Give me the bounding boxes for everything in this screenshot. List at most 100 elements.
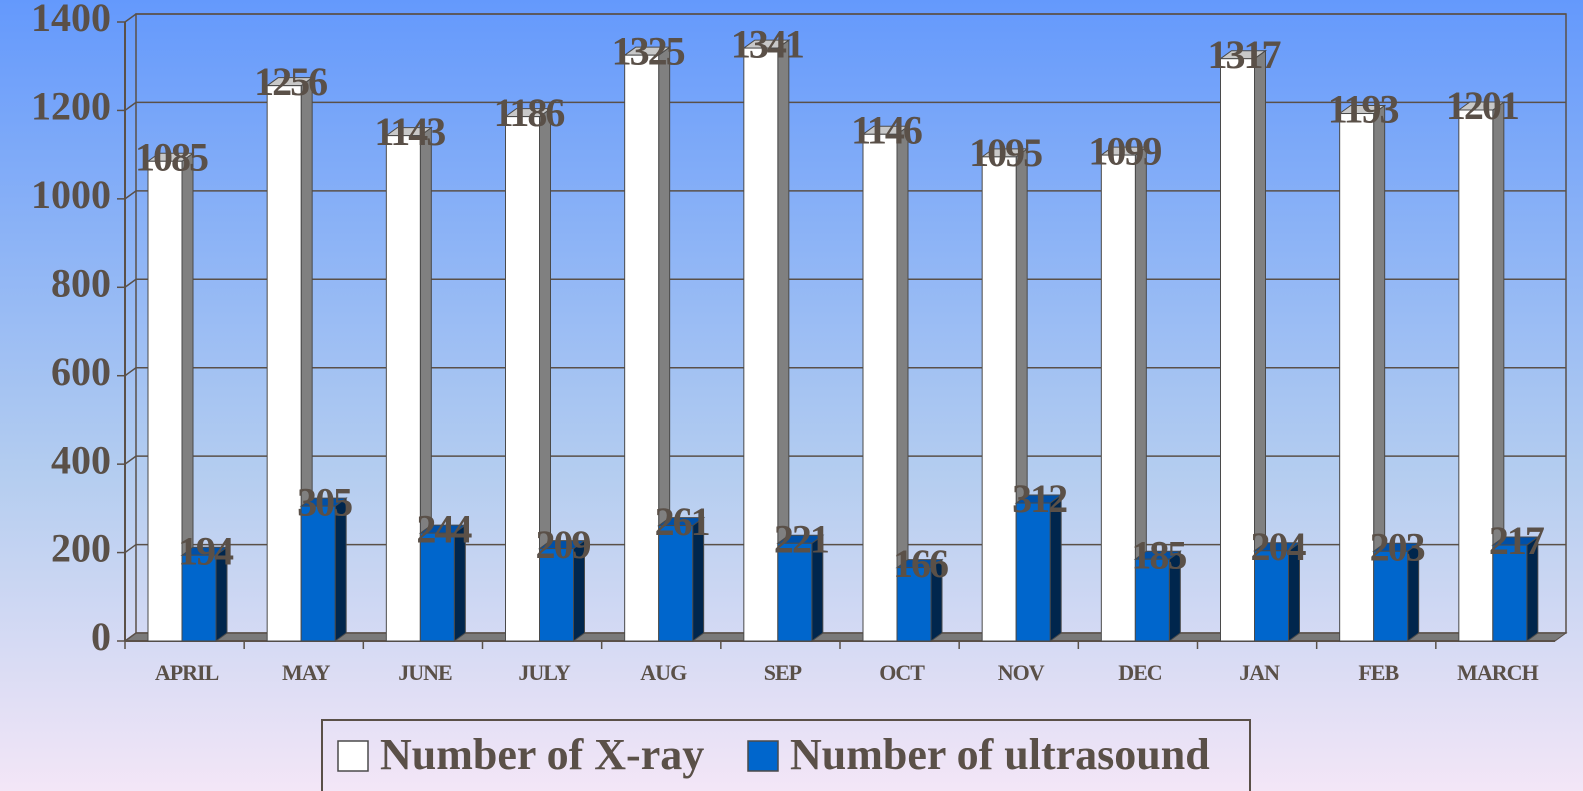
x-tick-label: JAN	[1239, 660, 1280, 685]
bar	[623, 46, 672, 642]
bar-front	[1339, 113, 1375, 642]
x-tick-label: DEC	[1118, 660, 1162, 685]
bar	[1099, 146, 1148, 642]
bar	[299, 497, 348, 642]
y-tick-label: 600	[51, 349, 111, 394]
y-tick-label: 800	[51, 260, 111, 305]
y-tick-label: 400	[51, 437, 111, 482]
data-label: 1325	[612, 28, 685, 73]
bar-front	[862, 133, 898, 642]
data-label: 194	[178, 528, 234, 573]
bar-front	[385, 135, 421, 642]
bar	[146, 152, 195, 642]
data-label: 1085	[135, 134, 208, 179]
data-label: 1193	[1328, 87, 1399, 132]
data-label: 1146	[851, 107, 922, 152]
bar	[1338, 104, 1387, 642]
grid-line	[124, 190, 1566, 200]
bar-front	[1373, 550, 1409, 642]
data-label: 1143	[374, 109, 445, 154]
bar	[1014, 494, 1063, 642]
bar-front	[300, 505, 336, 642]
data-label: 1186	[494, 90, 565, 135]
bar-front	[505, 116, 540, 642]
y-tick-label: 200	[51, 526, 111, 571]
x-tick-label: JULY	[518, 660, 571, 685]
bar	[742, 39, 791, 642]
bar	[1133, 550, 1182, 642]
grid-line	[124, 101, 1566, 112]
y-tick-label: 1200	[31, 84, 111, 129]
bar-front	[777, 542, 813, 642]
x-tick-label: OCT	[879, 660, 925, 685]
bar-front	[1492, 544, 1528, 642]
bar	[1252, 541, 1302, 642]
data-label: 217	[1489, 518, 1545, 563]
data-label: 1201	[1446, 83, 1518, 128]
bar	[1457, 101, 1506, 642]
legend-label: Number of ultrasound	[790, 730, 1210, 779]
bar	[1218, 49, 1268, 642]
data-label: 305	[297, 479, 352, 524]
bar-front	[658, 525, 694, 642]
bar	[1491, 536, 1540, 642]
bar-front	[743, 47, 779, 642]
bar-front	[266, 85, 302, 642]
bar	[657, 516, 706, 642]
x-tick-label: FEB	[1358, 660, 1399, 685]
data-label: 204	[1251, 524, 1307, 569]
x-tick-label: MARCH	[1457, 660, 1538, 685]
legend-box	[321, 719, 1251, 791]
data-label: 1341	[731, 21, 803, 66]
bar-front	[539, 548, 574, 642]
y-tick-label: 0	[91, 614, 111, 659]
data-label: 244	[416, 506, 472, 551]
data-label: 312	[1012, 476, 1067, 521]
x-tick-label: JUNE	[398, 660, 452, 685]
bar-front	[1254, 550, 1289, 642]
bar	[180, 546, 229, 642]
data-label: 261	[655, 499, 709, 544]
bar-front	[147, 160, 183, 642]
data-label: 166	[893, 541, 948, 586]
x-tick-label: SEP	[764, 660, 802, 685]
bar	[895, 558, 944, 642]
grid-line	[124, 278, 1566, 288]
bar	[418, 524, 467, 642]
bar-front	[1458, 109, 1494, 642]
grid-line	[124, 366, 1566, 377]
data-label: 203	[1370, 524, 1425, 569]
bar	[537, 539, 587, 642]
data-label: 1099	[1088, 128, 1161, 173]
bar-front	[624, 54, 660, 642]
y-tick-label: 1400	[31, 0, 111, 40]
grid-line	[124, 543, 1566, 554]
legend-swatch	[747, 740, 779, 772]
bar	[384, 126, 433, 642]
grid-line	[124, 455, 1566, 465]
data-label: 221	[774, 516, 828, 561]
x-tick-label: MAY	[282, 660, 331, 685]
bar-front	[981, 156, 1017, 642]
y-tick-label: 1000	[31, 172, 111, 217]
data-label: 209	[536, 522, 591, 567]
bar	[861, 125, 910, 642]
legend-swatch	[337, 740, 369, 772]
data-label: 185	[1131, 532, 1186, 577]
data-label: 1095	[969, 130, 1042, 175]
x-tick-label: APRIL	[155, 660, 219, 685]
bar-front	[181, 554, 217, 642]
grid-line	[124, 13, 1566, 23]
bar-front	[1100, 154, 1136, 642]
grid-line	[124, 632, 1566, 642]
data-label: 1256	[254, 59, 327, 104]
bar-front	[1134, 558, 1170, 642]
bar-front	[896, 567, 932, 642]
bar-front	[1220, 58, 1255, 642]
x-tick-label: NOV	[998, 660, 1045, 685]
x-tick-label: AUG	[640, 660, 687, 685]
bar-front	[1015, 502, 1051, 642]
bar	[503, 107, 553, 642]
